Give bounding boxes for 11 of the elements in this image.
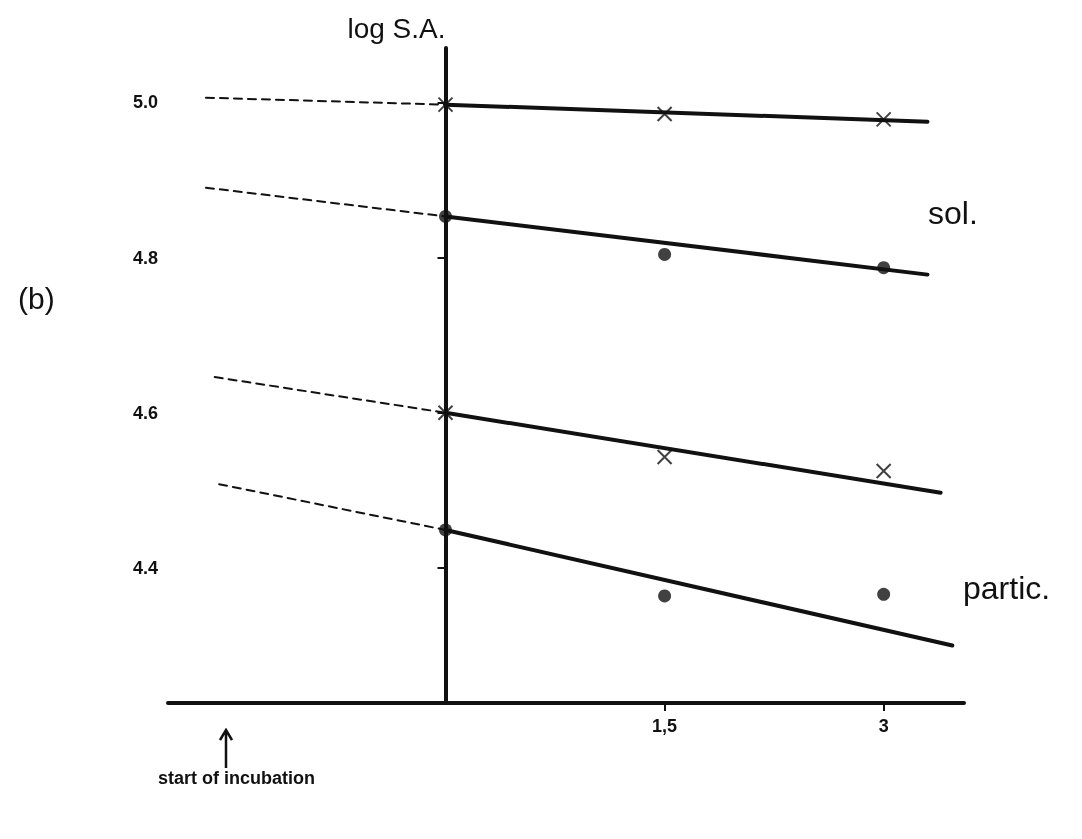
- text: start of incubation: [158, 768, 315, 788]
- annotation: sol.: [928, 195, 978, 231]
- y-tick-label: 4.4: [132, 557, 158, 578]
- y-tick-label: 4.8: [132, 247, 158, 268]
- y-tick-label: 5.0: [132, 92, 158, 113]
- y-axis-title: log S.A.: [347, 12, 446, 44]
- text: (b): [18, 281, 55, 315]
- annotation: partic.: [963, 570, 1051, 606]
- y-tick-label: 4.6: [132, 402, 158, 423]
- x-tick-label: 3: [878, 716, 889, 736]
- x-tick-label: 1,5: [652, 716, 678, 736]
